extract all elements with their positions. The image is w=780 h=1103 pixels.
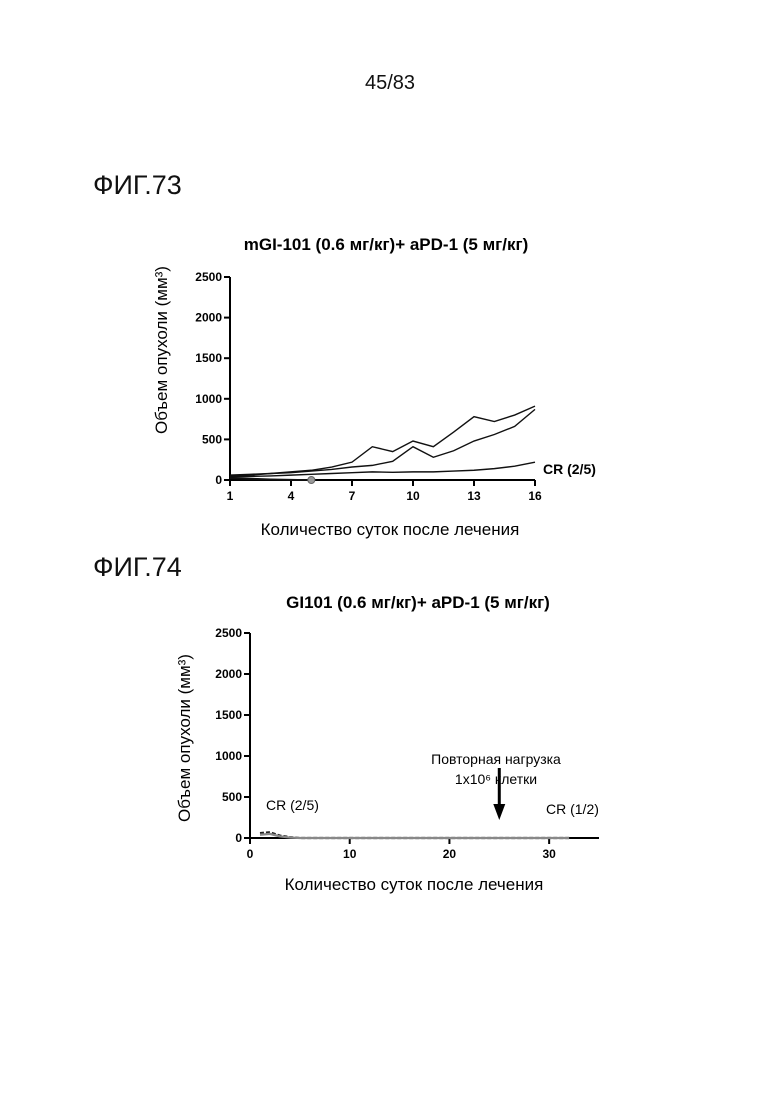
x-tick-label: 7 bbox=[349, 489, 356, 503]
chart-title: mGI-101 (0.6 мг/кг)+ aPD-1 (5 мг/кг) bbox=[244, 235, 528, 254]
chart-fig73: mGI-101 (0.6 мг/кг)+ aPD-1 (5 мг/кг) Объ… bbox=[0, 225, 780, 545]
x-tick-label: 0 bbox=[247, 847, 254, 861]
chart-title: GI101 (0.6 мг/кг)+ aPD-1 (5 мг/кг) bbox=[286, 593, 550, 612]
y-tick-label: 500 bbox=[202, 432, 222, 446]
x-tick-label: 16 bbox=[528, 489, 542, 503]
x-tick-label: 20 bbox=[443, 847, 457, 861]
series-line-2 bbox=[230, 409, 535, 476]
y-tick-label: 1500 bbox=[195, 351, 222, 365]
y-tick-label: 2500 bbox=[195, 270, 222, 284]
y-tick-label: 2000 bbox=[195, 311, 222, 325]
series-line-3 bbox=[230, 462, 535, 477]
cr-annotation: CR (2/5) bbox=[543, 461, 596, 477]
rechallenge-arrow-head bbox=[493, 804, 505, 820]
y-tick-label: 500 bbox=[222, 790, 242, 804]
y-tick-label: 1000 bbox=[215, 749, 242, 763]
series-line-1 bbox=[230, 406, 535, 475]
data-marker bbox=[308, 477, 315, 484]
x-tick-label: 1 bbox=[227, 489, 234, 503]
x-tick-label: 10 bbox=[343, 847, 357, 861]
y-axis-label: Объем опухоли (мм³) bbox=[152, 266, 171, 434]
y-axis-label: Объем опухоли (мм³) bbox=[175, 654, 194, 822]
x-axis-label: Количество суток после лечения bbox=[285, 875, 544, 894]
y-tick-label: 2000 bbox=[215, 667, 242, 681]
y-tick-label: 2500 bbox=[215, 626, 242, 640]
figure-label-73: ФИГ.73 bbox=[93, 170, 182, 201]
cr-annotation-right: CR (1/2) bbox=[546, 801, 599, 817]
y-tick-label: 1000 bbox=[195, 392, 222, 406]
rechallenge-label-1: Повторная нагрузка bbox=[431, 751, 561, 767]
x-tick-label: 13 bbox=[467, 489, 481, 503]
x-tick-label: 30 bbox=[542, 847, 556, 861]
y-tick-label: 1500 bbox=[215, 708, 242, 722]
rechallenge-label-2: 1x10⁶ клетки bbox=[455, 771, 537, 787]
x-axis-label: Количество суток после лечения bbox=[261, 520, 520, 539]
y-tick-label: 0 bbox=[235, 831, 242, 845]
cr-annotation-left: CR (2/5) bbox=[266, 797, 319, 813]
page-number: 45/83 bbox=[0, 72, 780, 95]
chart-fig74: GI101 (0.6 мг/кг)+ aPD-1 (5 мг/кг) Объем… bbox=[0, 588, 780, 898]
series-line-2 bbox=[260, 834, 569, 838]
x-tick-label: 10 bbox=[406, 489, 420, 503]
x-tick-label: 4 bbox=[288, 489, 295, 503]
figure-label-74: ФИГ.74 bbox=[93, 552, 182, 583]
y-tick-label: 0 bbox=[215, 473, 222, 487]
